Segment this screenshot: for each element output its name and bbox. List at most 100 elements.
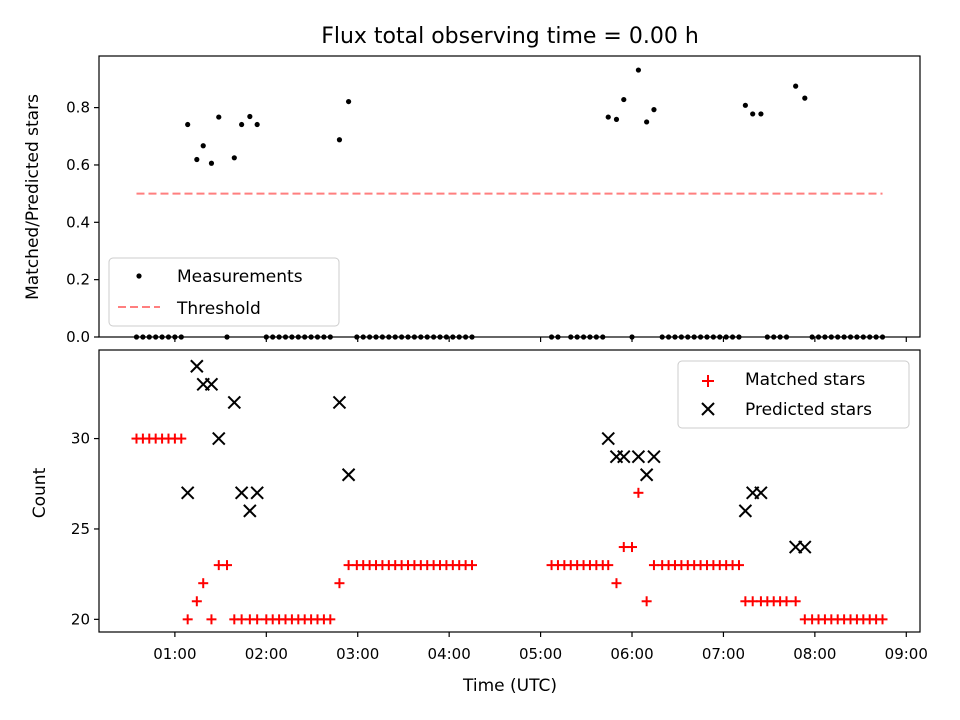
predicted-point-b <box>204 377 219 392</box>
measurement-point <box>247 113 253 120</box>
legend-measurements-marker <box>136 273 142 279</box>
measurement-point <box>194 156 200 163</box>
xtick-label: 05:00 <box>519 645 562 663</box>
matched-point <box>627 542 638 553</box>
measurement-point <box>231 155 237 161</box>
predicted-point <box>341 468 356 482</box>
matched-point <box>611 578 622 589</box>
xtick-label: 09:00 <box>885 645 928 663</box>
bottom-ytick-label: 25 <box>71 520 90 538</box>
bottom-ytick-1: 25 <box>71 520 99 538</box>
matched-point <box>733 560 744 571</box>
legend-measurements-label: Measurements <box>177 267 303 287</box>
measurement-point <box>216 114 222 120</box>
measurement-point <box>802 95 808 101</box>
bottom-xtick-0: 01:00 <box>153 632 197 663</box>
measurement-point <box>635 67 642 73</box>
predicted-point-b <box>341 468 356 482</box>
predicted-point-b <box>798 540 812 554</box>
bottom-series-0 <box>131 433 888 625</box>
measurement-point <box>208 160 215 166</box>
top-ytick-label: 0.4 <box>66 213 90 231</box>
top-panel-xticks <box>174 337 907 342</box>
xtick-label: 04:00 <box>428 645 471 663</box>
x-axis-label: Time (UTC) <box>462 676 557 696</box>
bottom-panel: Count 20 25 30 01:00 02:00 03:00 04:00 05:00 06… <box>30 349 928 663</box>
measurement-point <box>621 96 627 103</box>
predicted-point <box>601 431 615 446</box>
predicted-point-b <box>227 395 242 410</box>
measurement-point <box>254 121 260 128</box>
predicted-point-b <box>754 486 768 500</box>
measurement-point <box>644 119 650 125</box>
measurement-point <box>345 98 352 105</box>
bottom-panel-yticks: 20 25 30 <box>71 430 99 628</box>
bottom-xtick-2: 03:00 <box>336 632 379 663</box>
predicted-point <box>190 359 204 373</box>
measurement-point <box>750 111 756 117</box>
xtick-label: 08:00 <box>793 645 836 663</box>
bottom-ytick-label: 20 <box>71 610 90 628</box>
predicted-point-b <box>180 486 195 500</box>
predicted-point <box>227 395 242 410</box>
measurement-point <box>793 83 799 89</box>
legend-predicted-label: Predicted stars <box>745 400 872 420</box>
measurement-point <box>336 137 343 143</box>
predicted-point <box>250 486 264 500</box>
predicted-point-b <box>250 486 264 500</box>
measurement-point <box>613 116 620 122</box>
bottom-series-1 <box>180 359 812 554</box>
measurement-point <box>742 102 748 108</box>
predicted-point <box>647 449 661 464</box>
predicted-point-b <box>647 449 661 464</box>
bottom-panel-frame <box>98 349 921 633</box>
legend-matched-label: Matched stars <box>745 370 865 390</box>
bottom-panel-legend: Matched stars Predicted stars <box>677 360 910 429</box>
bottom-legend-box <box>677 360 910 429</box>
matched-point <box>467 560 478 571</box>
predicted-point <box>243 504 257 518</box>
matched-point <box>176 433 187 444</box>
bottom-ytick-0: 20 <box>71 610 99 628</box>
predicted-point <box>754 486 768 500</box>
measurement-point <box>605 114 611 120</box>
top-legend-box <box>108 257 340 327</box>
top-ytick-4: 0.8 <box>66 99 99 117</box>
predicted-point <box>617 449 631 464</box>
bottom-xtick-6: 07:00 <box>702 632 745 663</box>
xtick-label: 06:00 <box>610 645 653 663</box>
xtick-label: 07:00 <box>702 645 745 663</box>
chart-title: Flux total observing time = 0.00 h <box>321 24 699 49</box>
measurement-point <box>758 111 764 117</box>
predicted-point <box>639 468 654 482</box>
predicted-point-b <box>617 449 631 464</box>
xtick-label: 02:00 <box>245 645 288 663</box>
bottom-xtick-1: 02:00 <box>245 632 288 663</box>
bottom-panel-marks <box>131 359 888 625</box>
legend-matched-marker <box>702 375 714 387</box>
top-panel-yticks: 0.0 0.2 0.4 0.6 0.8 <box>66 99 99 346</box>
matched-point <box>641 596 652 607</box>
predicted-point <box>631 449 646 464</box>
predicted-point <box>212 431 226 446</box>
top-ytick-1: 0.2 <box>66 271 99 289</box>
predicted-point <box>204 377 219 392</box>
legend-threshold-label: Threshold <box>176 299 261 319</box>
predicted-point-b <box>738 504 753 518</box>
top-ytick-2: 0.4 <box>66 213 99 231</box>
top-ytick-label: 0.8 <box>66 99 90 117</box>
predicted-point-b <box>190 359 204 373</box>
bottom-panel-ylabel: Count <box>30 467 50 518</box>
measurement-point <box>200 143 206 149</box>
top-panel: Matched/Predicted stars 0.00.20.40.60.8 … <box>23 55 921 346</box>
measurement-point <box>651 107 657 113</box>
legend-predicted-marker <box>701 402 715 416</box>
bottom-xtick-4: 05:00 <box>519 632 562 663</box>
bottom-panel-xticks: 01:00 02:00 03:00 04:00 05:00 06:00 07:00 08:00… <box>153 632 928 663</box>
predicted-point <box>234 486 249 500</box>
predicted-point-b <box>601 431 615 446</box>
predicted-point-b <box>234 486 249 500</box>
bottom-xtick-8: 09:00 <box>885 632 928 663</box>
